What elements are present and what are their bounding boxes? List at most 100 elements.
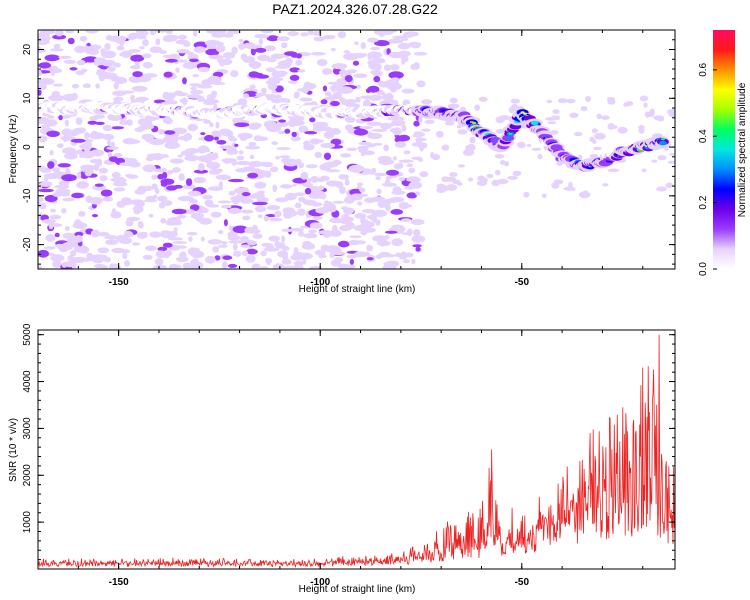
heatmap-cell bbox=[135, 30, 142, 34]
heatmap-cell bbox=[125, 173, 133, 178]
heatmap-cell bbox=[546, 99, 553, 104]
heatmap-cell bbox=[129, 199, 145, 205]
heatmap-cell bbox=[236, 155, 245, 161]
heatmap-cell bbox=[74, 45, 87, 54]
heatmap-cell bbox=[330, 138, 342, 146]
heatmap-cell bbox=[240, 209, 254, 214]
heatmap-cell bbox=[234, 122, 250, 128]
heatmap-cell bbox=[287, 31, 300, 37]
heatmap-cell bbox=[154, 30, 169, 33]
heatmap-cell bbox=[353, 73, 368, 79]
heatmap-cell bbox=[265, 79, 281, 85]
heatmap-cell bbox=[308, 229, 317, 234]
heatmap-cell bbox=[187, 231, 198, 236]
heatmap-cell bbox=[113, 82, 119, 90]
heatmap-cell bbox=[95, 121, 105, 125]
heatmap-cell bbox=[665, 182, 674, 189]
heatmap-cell bbox=[495, 128, 505, 134]
heatmap-cell bbox=[341, 264, 356, 269]
heatmap-cell bbox=[44, 177, 49, 182]
heatmap-cell bbox=[308, 193, 325, 199]
heatmap-cell bbox=[424, 119, 435, 124]
heatmap-cell bbox=[338, 70, 349, 75]
heatmap-cell bbox=[298, 196, 306, 203]
snr-ylabel: SNR (10 * v/v) bbox=[8, 418, 19, 482]
heatmap-cell bbox=[76, 59, 86, 66]
heatmap-cell bbox=[299, 97, 313, 102]
heatmap-cell bbox=[92, 255, 105, 264]
heatmap-cell bbox=[211, 90, 218, 97]
heatmap-cell bbox=[207, 186, 224, 191]
heatmap-cell bbox=[355, 84, 361, 89]
heatmap-cell bbox=[38, 197, 44, 203]
heatmap-cell bbox=[602, 183, 609, 187]
heatmap-cell bbox=[279, 155, 291, 159]
heatmap-cell bbox=[272, 263, 285, 269]
heatmap-cell bbox=[125, 219, 134, 227]
heatmap-cell bbox=[270, 53, 285, 60]
heatmap-cell bbox=[142, 61, 153, 69]
heatmap-cell bbox=[607, 168, 620, 173]
heatmap-cell bbox=[332, 91, 343, 100]
heatmap-cell bbox=[372, 219, 380, 223]
heatmap-cell bbox=[312, 31, 322, 36]
heatmap-cell bbox=[163, 71, 173, 78]
colorbar-label: Normalized spectral amplitude bbox=[737, 82, 748, 217]
heatmap-cell bbox=[39, 181, 53, 188]
heatmap-cell bbox=[417, 142, 428, 150]
heatmap-cell bbox=[328, 229, 342, 237]
heatmap-cell bbox=[189, 55, 197, 59]
heatmap-cell bbox=[266, 205, 281, 211]
heatmap-cell bbox=[297, 69, 306, 73]
heatmap-cell bbox=[360, 221, 375, 228]
heatmap-cell bbox=[467, 177, 474, 182]
heatmap-cell bbox=[304, 131, 318, 135]
heatmap-cell bbox=[517, 141, 526, 149]
heatmap-cell bbox=[242, 166, 256, 172]
heatmap-cell bbox=[249, 84, 256, 90]
heatmap-cell bbox=[130, 49, 141, 53]
heatmap-cell bbox=[208, 54, 225, 60]
heatmap-cell bbox=[238, 150, 244, 155]
y-tick-label: 1000 bbox=[22, 511, 33, 534]
heatmap-cell bbox=[138, 124, 155, 130]
heatmap-cell bbox=[281, 228, 295, 232]
heatmap-cell bbox=[358, 141, 372, 146]
heatmap-cell bbox=[207, 75, 222, 84]
heatmap-cell bbox=[111, 171, 121, 179]
heatmap-cell bbox=[280, 42, 288, 49]
heatmap-cell bbox=[495, 116, 505, 124]
heatmap-cell bbox=[523, 191, 530, 198]
heatmap-cell bbox=[203, 98, 220, 104]
heatmap-cell bbox=[337, 31, 347, 39]
heatmap-cell bbox=[55, 30, 64, 37]
heatmap-cell bbox=[435, 130, 444, 138]
heatmap-cell bbox=[385, 260, 400, 266]
heatmap-cell bbox=[371, 196, 386, 202]
heatmap-cell bbox=[197, 146, 207, 154]
heatmap-cell bbox=[411, 258, 416, 265]
heatmap-cell bbox=[241, 250, 249, 257]
heatmap-cell bbox=[223, 52, 236, 59]
heatmap-cell bbox=[401, 57, 406, 65]
heatmap-cell bbox=[38, 89, 42, 96]
heatmap-cell bbox=[227, 235, 241, 241]
heatmap-cell bbox=[263, 120, 277, 129]
heatmap-cell bbox=[85, 139, 94, 143]
heatmap-cell bbox=[269, 217, 283, 222]
heatmap-cell bbox=[298, 230, 304, 237]
x-tick-label: -100 bbox=[310, 577, 330, 588]
colorbar-tick-label: 0.2 bbox=[698, 195, 709, 209]
heatmap-cell bbox=[507, 175, 519, 180]
heatmap-cell bbox=[181, 97, 188, 106]
heatmap-cell bbox=[596, 113, 602, 120]
colorbar: 0.0 0.2 0.4 0.6 Normalized spectral amplitu… bbox=[698, 30, 748, 276]
heatmap-cell bbox=[320, 99, 328, 105]
heatmap-cell bbox=[74, 219, 82, 227]
heatmap-cell bbox=[391, 224, 404, 229]
heatmap-cell bbox=[275, 155, 280, 160]
heatmap-cell bbox=[371, 128, 388, 132]
heatmap-cell bbox=[173, 227, 178, 233]
heatmap-cell bbox=[38, 70, 42, 77]
heatmap-cell bbox=[377, 80, 385, 87]
